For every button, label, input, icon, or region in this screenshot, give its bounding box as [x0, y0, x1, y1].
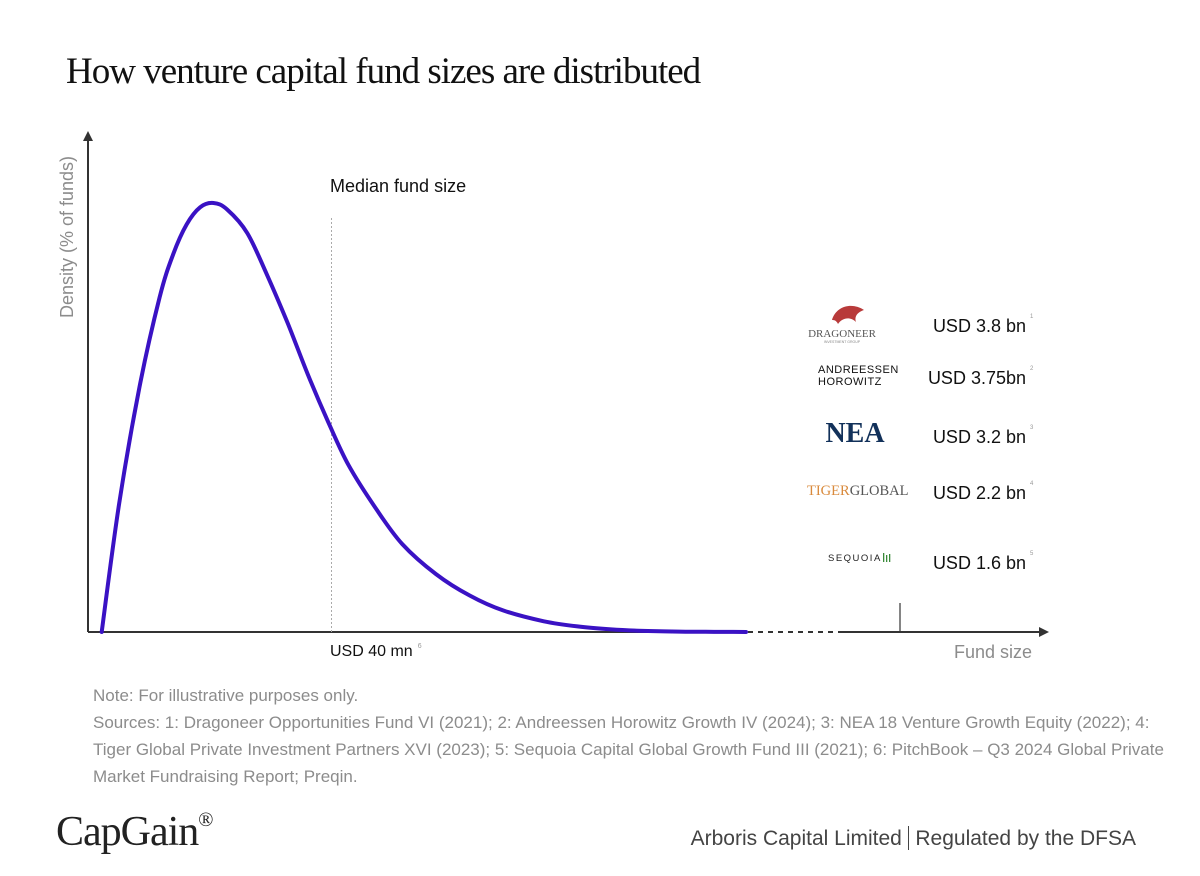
median-label: Median fund size	[330, 176, 466, 196]
sequoia-tree-icon	[883, 553, 891, 562]
sources-text: Sources: 1: Dragoneer Opportunities Fund…	[93, 713, 1164, 786]
ref-tiger: 4	[1030, 481, 1034, 487]
value-tiger: USD 2.2 bn	[933, 483, 1026, 503]
value-andreessen-text: USD 3.75bn	[928, 368, 1026, 388]
capgain-logo: CapGain®	[56, 808, 214, 856]
note-text: Note: For illustrative purposes only.	[93, 686, 359, 705]
sequoia-wordmark: SEQUOIA	[828, 553, 882, 564]
ref-nea: 3	[1030, 425, 1034, 431]
regulator-text: Regulated by the DFSA	[915, 827, 1136, 850]
x-axis-label: Fund size	[954, 642, 1032, 662]
y-axis-label: Density (% of funds)	[57, 156, 77, 318]
notes-block: Note: For illustrative purposes only. So…	[93, 682, 1173, 790]
dragoneer-logo: DRAGONEER INVESTMENT GROUP	[808, 305, 877, 344]
ref-dragoneer: 1	[1030, 314, 1034, 320]
footer-legal: Arboris Capital Limited Regulated by the …	[691, 826, 1136, 851]
dragoneer-subtitle: INVESTMENT GROUP	[824, 340, 861, 344]
sequoia-logo: SEQUOIA	[828, 553, 891, 564]
value-sequoia-text: USD 1.6 bn	[933, 553, 1026, 573]
value-nea-text: USD 3.2 bn	[933, 427, 1026, 447]
company-name: Arboris Capital Limited	[690, 827, 902, 850]
median-value: USD 40 mn	[330, 643, 413, 660]
value-dragoneer-text: USD 3.8 bn	[933, 316, 1026, 336]
ref-sequoia: 5	[1030, 551, 1034, 557]
tiger-part: TIGER	[807, 483, 850, 499]
nea-logo: NEA	[825, 418, 885, 449]
a16z-line2: HOROWITZ	[818, 376, 882, 388]
value-tiger-text: USD 2.2 bn	[933, 483, 1026, 503]
global-part: GLOBAL	[850, 483, 909, 499]
distribution-curve	[99, 200, 748, 634]
capgain-wordmark: CapGain	[56, 809, 199, 855]
distribution-chart: Density (% of funds) Fund size Median fu…	[57, 131, 1049, 662]
tiger-global-logo: TIGERGLOBAL	[807, 483, 909, 499]
dragon-emblem-icon	[832, 305, 864, 324]
andreessen-horowitz-logo: ANDREESSEN HOROWITZ	[818, 364, 899, 388]
chart-title: How venture capital fund sizes are distr…	[66, 51, 701, 92]
nea-wordmark: NEA	[825, 418, 885, 449]
registered-mark: ®	[198, 809, 213, 831]
dragoneer-wordmark: DRAGONEER	[808, 328, 876, 340]
value-andreessen: USD 3.75bn	[928, 368, 1026, 388]
tiger-global-wordmark: TIGERGLOBAL	[807, 483, 909, 499]
a16z-line1: ANDREESSEN	[818, 364, 899, 376]
value-dragoneer: USD 3.8 bn	[933, 316, 1026, 336]
median-source-ref: 6	[418, 643, 422, 650]
value-sequoia: USD 1.6 bn	[933, 553, 1026, 573]
median-value-label: USD 40 mn 6	[330, 643, 422, 660]
ref-andreessen: 2	[1030, 366, 1034, 372]
footer-divider	[907, 826, 910, 850]
value-nea: USD 3.2 bn	[933, 427, 1026, 447]
